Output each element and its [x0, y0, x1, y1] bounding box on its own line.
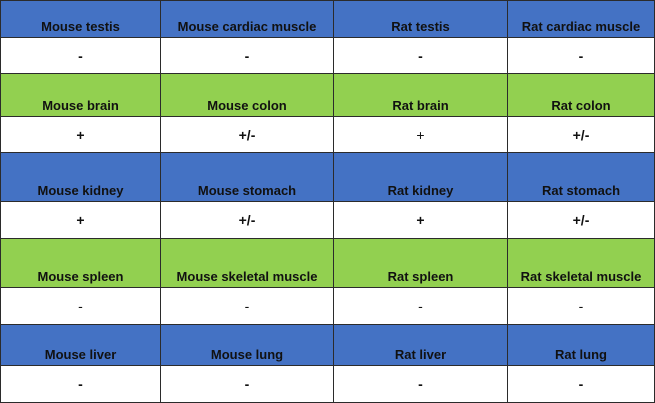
value-cell: + — [0, 117, 161, 152]
value-cell: - — [508, 288, 655, 324]
table-header-row: Mouse testis Mouse cardiac muscle Rat te… — [0, 0, 655, 37]
header-cell: Rat kidney — [334, 153, 508, 201]
header-cell: Mouse liver — [0, 325, 161, 365]
value-cell: - — [0, 288, 161, 324]
header-cell: Rat spleen — [334, 239, 508, 287]
value-cell: - — [161, 288, 334, 324]
header-cell: Rat lung — [508, 325, 655, 365]
header-cell: Mouse brain — [0, 74, 161, 116]
header-cell: Rat testis — [334, 1, 508, 37]
table-value-row: + +/- + +/- — [0, 201, 655, 239]
header-cell: Mouse spleen — [0, 239, 161, 287]
header-cell: Rat skeletal muscle — [508, 239, 655, 287]
value-cell: - — [0, 38, 161, 73]
header-cell: Rat liver — [334, 325, 508, 365]
value-cell: - — [334, 38, 508, 73]
value-cell: +/- — [161, 117, 334, 152]
table-header-row: Mouse kidney Mouse stomach Rat kidney Ra… — [0, 153, 655, 201]
header-cell: Mouse testis — [0, 1, 161, 37]
value-cell: +/- — [161, 202, 334, 238]
header-cell: Rat cardiac muscle — [508, 1, 655, 37]
header-cell: Mouse colon — [161, 74, 334, 116]
value-cell: +/- — [508, 202, 655, 238]
table-header-row: Mouse brain Mouse colon Rat brain Rat co… — [0, 74, 655, 116]
table-value-row: + +/- + +/- — [0, 116, 655, 153]
value-cell: + — [0, 202, 161, 238]
value-cell: - — [161, 366, 334, 402]
value-cell: +/- — [508, 117, 655, 152]
value-cell: - — [334, 366, 508, 402]
value-cell: - — [508, 366, 655, 402]
table-header-row: Mouse liver Mouse lung Rat liver Rat lun… — [0, 325, 655, 365]
table-value-row: - - - - — [0, 287, 655, 325]
header-cell: Mouse cardiac muscle — [161, 1, 334, 37]
header-cell: Rat brain — [334, 74, 508, 116]
header-cell: Mouse skeletal muscle — [161, 239, 334, 287]
header-cell: Mouse lung — [161, 325, 334, 365]
value-cell: - — [508, 38, 655, 73]
header-cell: Rat colon — [508, 74, 655, 116]
table-header-row: Mouse spleen Mouse skeletal muscle Rat s… — [0, 239, 655, 287]
value-cell: + — [334, 202, 508, 238]
value-cell: + — [334, 117, 508, 152]
value-cell: - — [161, 38, 334, 73]
value-cell: - — [334, 288, 508, 324]
table-value-row: - - - - — [0, 37, 655, 74]
header-cell: Rat stomach — [508, 153, 655, 201]
table-value-row: - - - - — [0, 365, 655, 403]
value-cell: - — [0, 366, 161, 402]
header-cell: Mouse stomach — [161, 153, 334, 201]
header-cell: Mouse kidney — [0, 153, 161, 201]
